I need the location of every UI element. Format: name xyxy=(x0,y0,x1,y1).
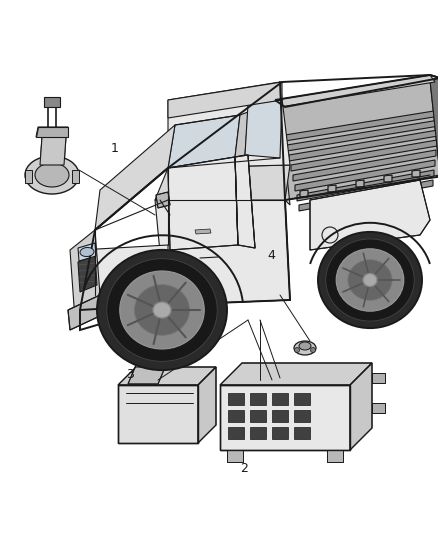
Polygon shape xyxy=(195,229,211,234)
Polygon shape xyxy=(235,155,255,248)
Polygon shape xyxy=(168,82,282,118)
Ellipse shape xyxy=(153,302,171,318)
Polygon shape xyxy=(78,243,96,261)
Polygon shape xyxy=(235,112,248,157)
Polygon shape xyxy=(310,180,430,250)
Polygon shape xyxy=(291,140,437,171)
Text: 4: 4 xyxy=(268,249,276,262)
Ellipse shape xyxy=(80,247,94,256)
Polygon shape xyxy=(95,125,175,230)
Ellipse shape xyxy=(318,232,422,328)
Polygon shape xyxy=(287,120,438,151)
Polygon shape xyxy=(245,100,282,158)
Polygon shape xyxy=(118,385,198,443)
Polygon shape xyxy=(293,150,436,181)
Polygon shape xyxy=(430,78,438,175)
Polygon shape xyxy=(297,170,434,201)
Polygon shape xyxy=(228,393,244,405)
Polygon shape xyxy=(294,427,310,439)
Polygon shape xyxy=(155,165,290,200)
Ellipse shape xyxy=(134,285,190,335)
Polygon shape xyxy=(289,130,438,161)
Polygon shape xyxy=(78,255,97,292)
Circle shape xyxy=(311,348,315,352)
Polygon shape xyxy=(294,393,310,405)
Ellipse shape xyxy=(107,259,217,361)
Ellipse shape xyxy=(363,273,377,287)
Polygon shape xyxy=(118,367,216,385)
Polygon shape xyxy=(300,190,308,197)
Text: 3: 3 xyxy=(126,368,134,382)
Polygon shape xyxy=(356,180,364,187)
Polygon shape xyxy=(295,160,435,191)
Polygon shape xyxy=(68,295,102,330)
Polygon shape xyxy=(70,230,100,320)
Polygon shape xyxy=(156,192,170,208)
Polygon shape xyxy=(294,410,310,422)
Polygon shape xyxy=(384,175,392,182)
Polygon shape xyxy=(350,363,372,450)
Circle shape xyxy=(294,348,300,352)
Polygon shape xyxy=(328,185,336,192)
Polygon shape xyxy=(275,80,438,200)
Polygon shape xyxy=(272,410,288,422)
Polygon shape xyxy=(72,170,79,183)
Polygon shape xyxy=(272,427,288,439)
Polygon shape xyxy=(275,75,435,107)
Polygon shape xyxy=(412,170,420,177)
Polygon shape xyxy=(168,115,240,168)
Ellipse shape xyxy=(25,156,79,194)
Polygon shape xyxy=(228,410,244,422)
Polygon shape xyxy=(128,365,166,384)
Polygon shape xyxy=(220,363,372,385)
Ellipse shape xyxy=(336,249,404,311)
Text: 2: 2 xyxy=(240,462,248,474)
Polygon shape xyxy=(275,105,290,205)
Ellipse shape xyxy=(348,260,392,300)
Polygon shape xyxy=(372,403,385,413)
Polygon shape xyxy=(285,110,438,141)
Polygon shape xyxy=(228,427,244,439)
Ellipse shape xyxy=(299,342,311,350)
Polygon shape xyxy=(272,393,288,405)
Polygon shape xyxy=(250,427,266,439)
Polygon shape xyxy=(25,170,32,183)
Ellipse shape xyxy=(97,250,227,370)
Polygon shape xyxy=(44,97,60,107)
Polygon shape xyxy=(40,137,66,165)
Ellipse shape xyxy=(120,271,204,349)
Polygon shape xyxy=(220,385,350,450)
Polygon shape xyxy=(36,127,68,137)
Polygon shape xyxy=(155,200,290,305)
Polygon shape xyxy=(80,245,168,310)
Polygon shape xyxy=(198,367,216,443)
Polygon shape xyxy=(299,180,433,211)
Polygon shape xyxy=(168,82,290,168)
Ellipse shape xyxy=(294,341,316,355)
Polygon shape xyxy=(327,450,343,462)
Polygon shape xyxy=(227,450,243,462)
Polygon shape xyxy=(250,393,266,405)
Polygon shape xyxy=(250,410,266,422)
Ellipse shape xyxy=(326,239,414,321)
Ellipse shape xyxy=(35,163,69,187)
Polygon shape xyxy=(168,157,238,250)
Text: 1: 1 xyxy=(111,141,119,155)
Polygon shape xyxy=(372,373,385,383)
